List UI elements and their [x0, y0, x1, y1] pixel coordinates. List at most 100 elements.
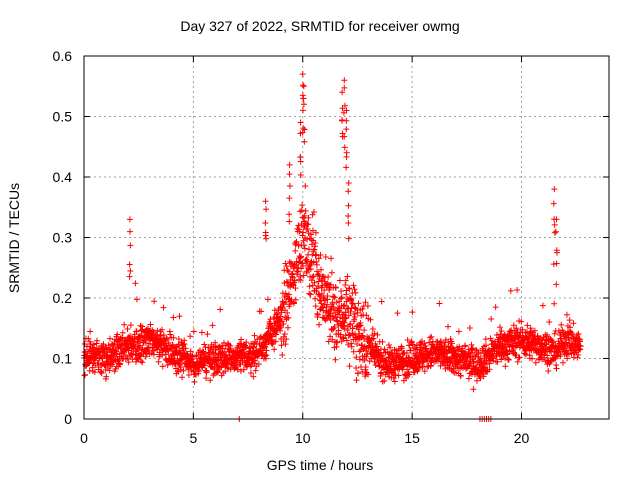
data-point [507, 328, 514, 335]
data-point [363, 312, 370, 319]
x-tick-label: 20 [514, 430, 530, 446]
data-point [539, 302, 546, 309]
data-point [310, 273, 317, 280]
data-point [529, 355, 536, 362]
data-point [398, 345, 405, 352]
data-point [112, 347, 119, 354]
data-point [300, 229, 307, 236]
data-point [343, 164, 350, 171]
y-tick-label: 0.3 [53, 230, 73, 246]
data-point [551, 300, 558, 307]
data-point [553, 281, 560, 288]
data-point [577, 343, 584, 350]
data-point [281, 331, 288, 338]
data-point [333, 343, 340, 350]
data-point [353, 354, 360, 361]
data-point [84, 352, 91, 359]
data-point [527, 325, 534, 332]
data-point [342, 282, 349, 289]
data-point [309, 274, 316, 281]
data-point [518, 318, 525, 325]
data-point [340, 335, 347, 342]
data-point [227, 366, 234, 373]
data-point [349, 325, 356, 332]
data-point [473, 377, 480, 384]
data-point [548, 348, 555, 355]
data-point [334, 339, 341, 346]
data-point [187, 333, 194, 340]
data-point [85, 335, 92, 342]
data-point [465, 375, 472, 382]
data-point [480, 373, 487, 380]
data-point [315, 255, 322, 262]
data-point [291, 277, 298, 284]
data-point [373, 343, 380, 350]
data-point [284, 324, 291, 331]
data-point [274, 310, 281, 317]
data-point [427, 362, 434, 369]
data-point [483, 342, 490, 349]
data-point [203, 368, 210, 375]
data-point [312, 229, 319, 236]
data-point [382, 357, 389, 364]
data-point [278, 342, 285, 349]
data-point [564, 355, 571, 362]
data-point [348, 300, 355, 307]
data-point [354, 340, 361, 347]
data-point [154, 346, 161, 353]
data-point [292, 296, 299, 303]
data-point [377, 370, 384, 377]
data-point [343, 117, 350, 124]
data-point [341, 325, 348, 332]
data-point [225, 365, 232, 372]
data-point [348, 340, 355, 347]
data-point [119, 329, 126, 336]
data-point [357, 347, 364, 354]
data-point [566, 317, 573, 324]
data-point [300, 83, 307, 90]
data-point [305, 221, 312, 228]
data-point [337, 295, 344, 302]
data-point [479, 347, 486, 354]
data-point [250, 373, 257, 380]
data-point [347, 308, 354, 315]
data-point [350, 282, 357, 289]
data-point [388, 349, 395, 356]
data-point [331, 324, 338, 331]
data-point [349, 300, 356, 307]
data-point [284, 267, 291, 274]
data-point [328, 255, 335, 262]
data-point [477, 375, 484, 382]
data-point [281, 294, 288, 301]
data-point [299, 71, 306, 78]
data-point [124, 326, 131, 333]
data-point [336, 298, 343, 305]
data-point [179, 374, 186, 381]
data-point [482, 336, 489, 343]
data-point [346, 285, 353, 292]
data-point [282, 341, 289, 348]
data-point [297, 253, 304, 260]
data-point [99, 355, 106, 362]
data-point [311, 246, 318, 253]
data-point [127, 228, 134, 235]
data-point [403, 375, 410, 382]
data-point [296, 228, 303, 235]
data-point [144, 345, 151, 352]
data-point [299, 107, 306, 114]
data-point [362, 299, 369, 306]
data-point [350, 348, 357, 355]
data-point [469, 345, 476, 352]
data-point [175, 336, 182, 343]
data-point [286, 195, 293, 202]
data-point [448, 357, 455, 364]
data-point [424, 363, 431, 370]
data-point [202, 350, 209, 357]
data-point [359, 332, 366, 339]
data-point [391, 378, 398, 385]
data-point [164, 336, 171, 343]
data-point [182, 345, 189, 352]
data-point [318, 266, 325, 273]
data-point [117, 361, 124, 368]
data-point [342, 309, 349, 316]
